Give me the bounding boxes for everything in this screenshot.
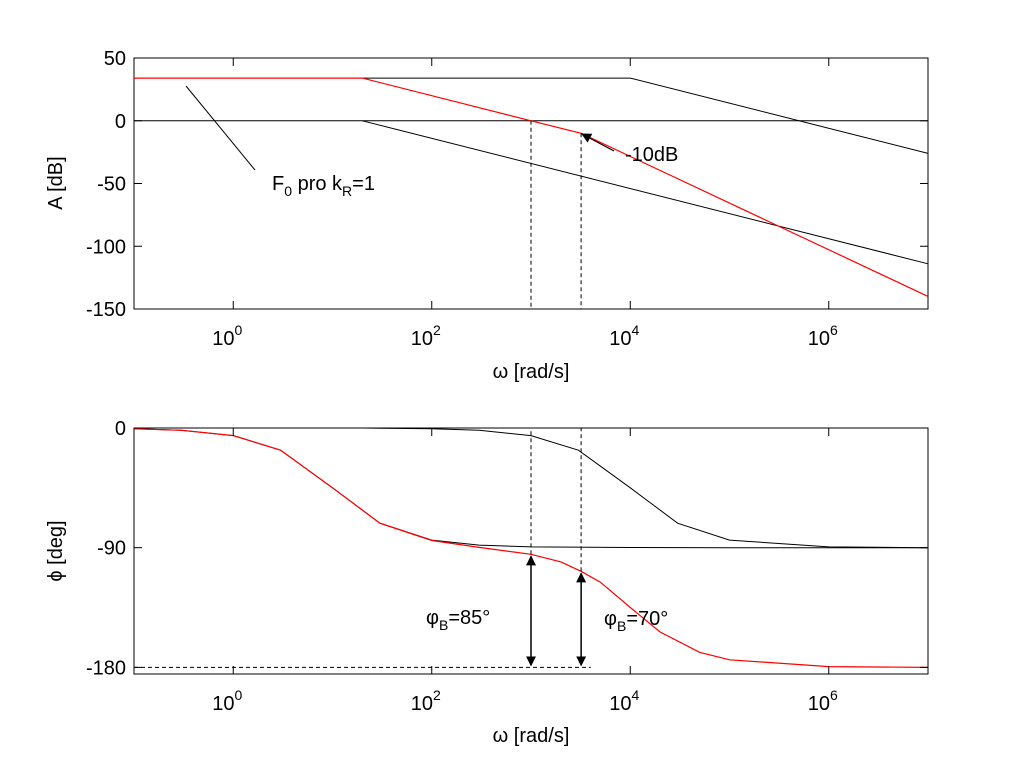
- magnitude-xlabel: ω [rad/s]: [493, 361, 570, 383]
- phase-margin-70-annotation: φB=70°: [604, 608, 668, 634]
- x-tick-label: 102: [411, 322, 441, 350]
- y-tick-label: -50: [97, 174, 126, 196]
- magnitude-plot: 100 102 104 106 50 0 -50 -100 -150 ω [rad/s] A […: [45, 48, 929, 383]
- phase-ylabel: ϕ [deg]: [45, 520, 67, 581]
- minus10db-arrow: [581, 133, 615, 152]
- y-tick-label: 0: [115, 111, 126, 133]
- x-tick-label: 102: [411, 687, 441, 715]
- phase-margin-85-annotation: φB=85°: [426, 607, 490, 633]
- y-tick-label: -90: [97, 538, 126, 560]
- magnitude-series-0: [362, 77, 929, 154]
- phase-arrows-group: [526, 555, 587, 667]
- y-tick-label: 50: [104, 48, 126, 70]
- x-tick-label: 106: [808, 322, 838, 350]
- phase-xlabel: ω [rad/s]: [493, 725, 570, 747]
- f0-annotation: F0 pro kR=1: [272, 173, 375, 199]
- magnitude-axes-box: [133, 57, 929, 310]
- minus10db-annotation: -10dB: [625, 144, 678, 166]
- x-tick-label: 106: [808, 687, 838, 715]
- x-tick-label: 100: [212, 322, 242, 350]
- y-tick-label: -150: [86, 299, 126, 321]
- phase-series-2: [133, 428, 929, 669]
- magnitude-ylabel: A [dB]: [45, 156, 67, 209]
- y-tick-label: -180: [86, 657, 126, 679]
- phase-plot: 100 102 104 106 0 -90 -180 ω [rad/s] ϕ [deg] φ…: [45, 418, 929, 747]
- y-tick-label: 0: [115, 418, 126, 440]
- f0-leader-line: [185, 85, 256, 171]
- magnitude-series-group: [134, 77, 929, 309]
- phase-ticks-group: 100 102 104 106 0 -90 -180: [86, 418, 928, 715]
- y-tick-label: -100: [86, 236, 126, 258]
- x-tick-label: 100: [212, 687, 242, 715]
- magnitude-series-1: [362, 120, 929, 265]
- magnitude-ticks-group: 100 102 104 106 50 0 -50 -100 -150: [86, 48, 928, 350]
- x-tick-label: 104: [609, 322, 639, 350]
- x-tick-label: 104: [609, 687, 639, 715]
- phase-series-0: [362, 427, 929, 549]
